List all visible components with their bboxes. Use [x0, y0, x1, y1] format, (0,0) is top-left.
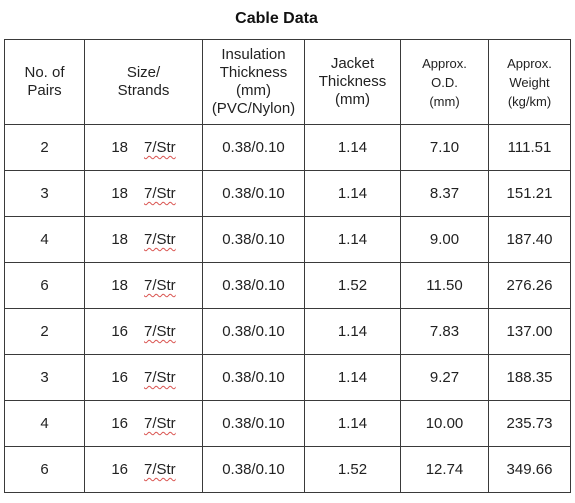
header-size-line: Size/ [126, 64, 161, 81]
header-jacket: Jacket Thickness (mm) [304, 39, 401, 125]
cell-size: 18 7/Str [84, 170, 203, 217]
cell-size-strands: 7/Str [144, 461, 176, 478]
table-row: 2 18 7/Str 0.38/0.10 1.14 7.10 111.51 [4, 124, 571, 171]
cell-size-strands: 7/Str [144, 323, 176, 340]
header-pairs-line: No. of [24, 64, 65, 81]
header-insulation-line: (mm) [236, 82, 271, 99]
cell-jacket: 1.14 [304, 170, 401, 217]
header-weight-line: (kg/km) [507, 93, 552, 109]
header-weight-line: Weight [509, 74, 550, 90]
cell-od: 9.27 [400, 354, 489, 401]
header-od-line: O.D. [431, 74, 458, 90]
header-pairs-line: Pairs [27, 82, 62, 99]
cell-size: 16 7/Str [84, 446, 203, 493]
header-od: Approx. O.D. (mm) [400, 39, 489, 125]
header-pairs: No. of Pairs [4, 39, 85, 125]
cell-size-strands: 7/Str [144, 415, 176, 432]
cell-pairs: 3 [4, 170, 85, 217]
cell-weight: 276.26 [488, 262, 571, 309]
table-title: Cable Data [235, 10, 318, 27]
cell-od: 9.00 [400, 216, 489, 263]
header-od-line: (mm) [429, 93, 460, 109]
cell-size-gauge: 16 [111, 369, 128, 386]
cell-pairs: 4 [4, 400, 85, 447]
cell-insulation: 0.38/0.10 [202, 216, 305, 263]
cell-weight: 235.73 [488, 400, 571, 447]
cell-jacket: 1.52 [304, 446, 401, 493]
header-size: Size/ Strands [84, 39, 203, 125]
header-jacket-line: (mm) [335, 91, 370, 108]
cell-size-gauge: 18 [111, 277, 128, 294]
cell-size-gauge: 18 [111, 231, 128, 248]
cell-insulation: 0.38/0.10 [202, 262, 305, 309]
cell-size-gauge: 16 [111, 461, 128, 478]
table-row: 6 18 7/Str 0.38/0.10 1.52 11.50 276.26 [4, 262, 571, 309]
cell-size-strands: 7/Str [144, 369, 176, 386]
cell-insulation: 0.38/0.10 [202, 446, 305, 493]
cell-pairs: 4 [4, 216, 85, 263]
cell-weight: 137.00 [488, 308, 571, 355]
cell-size-strands: 7/Str [144, 277, 176, 294]
cell-size-strands: 7/Str [144, 231, 176, 248]
header-weight-line: Approx. [507, 55, 552, 71]
table-row: 2 16 7/Str 0.38/0.10 1.14 7.83 137.00 [4, 308, 571, 355]
cell-insulation: 0.38/0.10 [202, 308, 305, 355]
cell-insulation: 0.38/0.10 [202, 400, 305, 447]
cell-od: 8.37 [400, 170, 489, 217]
cell-size: 18 7/Str [84, 262, 203, 309]
cell-pairs: 6 [4, 262, 85, 309]
cell-pairs: 6 [4, 446, 85, 493]
cell-jacket: 1.14 [304, 354, 401, 401]
cell-od: 11.50 [400, 262, 489, 309]
table-body: 2 18 7/Str 0.38/0.10 1.14 7.10 111.51 3 18 7/Str 0… [4, 124, 571, 493]
cell-jacket: 1.14 [304, 308, 401, 355]
cell-pairs: 2 [4, 124, 85, 171]
header-weight: Approx. Weight (kg/km) [488, 39, 571, 125]
cell-weight: 151.21 [488, 170, 571, 217]
cell-od: 7.83 [400, 308, 489, 355]
cell-jacket: 1.14 [304, 124, 401, 171]
cell-size: 18 7/Str [84, 124, 203, 171]
table-row: 3 18 7/Str 0.38/0.10 1.14 8.37 151.21 [4, 170, 571, 217]
cell-size-gauge: 16 [111, 323, 128, 340]
cell-weight: 188.35 [488, 354, 571, 401]
cell-insulation: 0.38/0.10 [202, 124, 305, 171]
cell-size: 16 7/Str [84, 308, 203, 355]
header-row: No. of Pairs Size/ Strands Insulation Th… [4, 39, 571, 125]
cell-size: 16 7/Str [84, 400, 203, 447]
cell-jacket: 1.14 [304, 216, 401, 263]
table-row: 4 16 7/Str 0.38/0.10 1.14 10.00 235.73 [4, 400, 571, 447]
header-insulation-line: (PVC/Nylon) [211, 100, 296, 117]
table-row: 4 18 7/Str 0.38/0.10 1.14 9.00 187.40 [4, 216, 571, 263]
cell-jacket: 1.52 [304, 262, 401, 309]
cell-size: 16 7/Str [84, 354, 203, 401]
cell-od: 7.10 [400, 124, 489, 171]
cell-weight: 349.66 [488, 446, 571, 493]
header-insulation-line: Insulation [221, 46, 286, 63]
cell-od: 12.74 [400, 446, 489, 493]
cell-size-gauge: 18 [111, 139, 128, 156]
cell-weight: 111.51 [488, 124, 571, 171]
cell-pairs: 3 [4, 354, 85, 401]
cell-insulation: 0.38/0.10 [202, 170, 305, 217]
table-row: 6 16 7/Str 0.38/0.10 1.52 12.74 349.66 [4, 446, 571, 493]
cable-data-table: No. of Pairs Size/ Strands Insulation Th… [4, 39, 571, 493]
cell-weight: 187.40 [488, 216, 571, 263]
cell-pairs: 2 [4, 308, 85, 355]
cell-size-strands: 7/Str [144, 185, 176, 202]
header-insulation-line: Thickness [219, 64, 288, 81]
header-jacket-line: Thickness [318, 73, 387, 90]
cell-size-strands: 7/Str [144, 139, 176, 156]
header-size-line: Strands [117, 82, 170, 99]
header-od-line: Approx. [422, 55, 467, 71]
cell-size-gauge: 16 [111, 415, 128, 432]
cell-jacket: 1.14 [304, 400, 401, 447]
cell-size: 18 7/Str [84, 216, 203, 263]
header-jacket-line: Jacket [330, 55, 375, 72]
header-insulation: Insulation Thickness (mm) (PVC/Nylon) [202, 39, 305, 125]
table-row: 3 16 7/Str 0.38/0.10 1.14 9.27 188.35 [4, 354, 571, 401]
cell-insulation: 0.38/0.10 [202, 354, 305, 401]
cell-size-gauge: 18 [111, 185, 128, 202]
cell-od: 10.00 [400, 400, 489, 447]
